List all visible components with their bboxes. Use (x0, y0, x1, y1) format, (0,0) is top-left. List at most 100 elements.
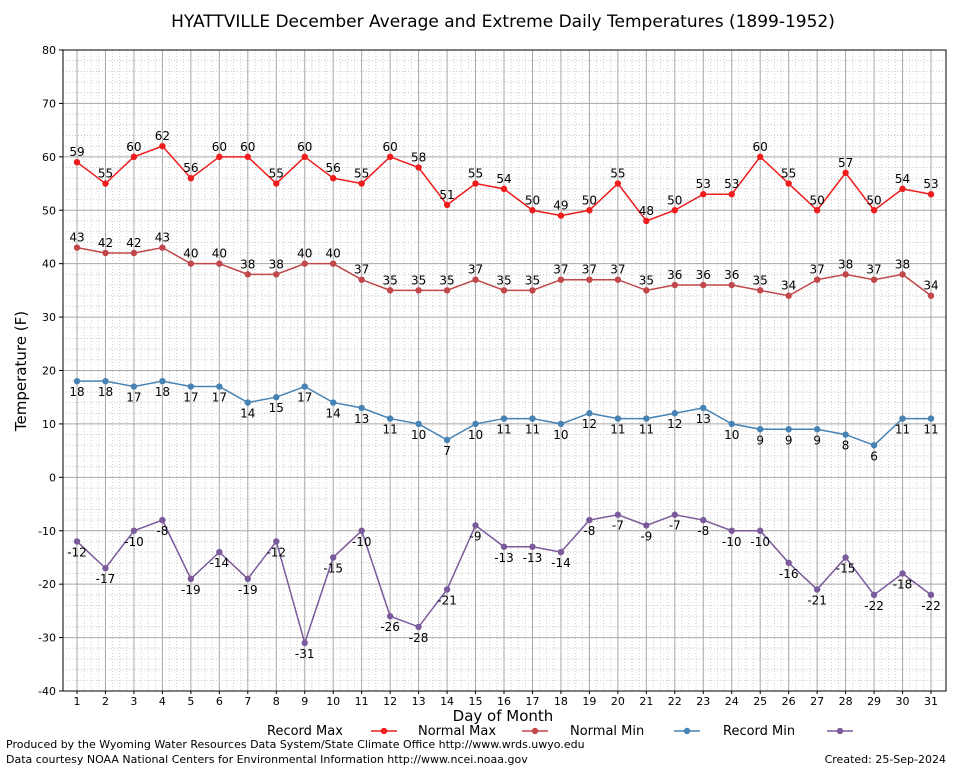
normal-min-point (386, 415, 394, 422)
normal-max-data-label: 37 (553, 263, 568, 277)
record-max-point (472, 180, 479, 187)
x-tick-label: 23 (696, 695, 710, 708)
y-axis-label: Temperature (F) (12, 311, 30, 432)
record-min-data-label: -10 (124, 535, 144, 549)
normal-min-data-label: 10 (724, 428, 739, 442)
normal-min-data-label: 6 (870, 449, 878, 463)
record-max-data-label: 62 (155, 129, 170, 143)
normal-min-point (130, 383, 138, 390)
record-max-data-label: 60 (753, 140, 768, 154)
normal-min-data-label: 9 (813, 433, 821, 447)
record-min-data-label: -13 (523, 551, 543, 565)
record-min-data-label: -19 (238, 583, 258, 597)
record-min-data-label: -8 (156, 524, 168, 538)
normal-max-point (187, 260, 195, 267)
record-max-point (700, 191, 707, 198)
record-max-point (415, 164, 422, 171)
x-tick-label: 24 (725, 695, 739, 708)
normal-min-point (358, 404, 365, 412)
x-tick-label: 22 (668, 695, 682, 708)
normal-max-point (870, 276, 878, 283)
normal-max-data-label: 35 (753, 273, 768, 287)
normal-max-point (700, 281, 707, 289)
x-tick-label: 20 (611, 695, 625, 708)
normal-min-data-label: 10 (553, 428, 568, 442)
normal-min-data-label: 17 (183, 391, 198, 405)
x-tick-label: 28 (839, 695, 853, 708)
normal-max-point (358, 276, 365, 283)
normal-min-data-label: 15 (269, 401, 284, 415)
legend-label-record-min: Record Min (723, 724, 795, 739)
record-max-point (899, 185, 906, 193)
normal-min-point (785, 426, 792, 433)
record-max-data-label: 56 (326, 161, 341, 175)
normal-max-data-label: 38 (895, 257, 910, 271)
normal-min-point (643, 415, 650, 422)
record-max-data-label: 50 (866, 193, 881, 207)
record-min-data-label: -8 (697, 524, 709, 538)
legend: Record Max Normal Max Normal Min Record Min (267, 724, 853, 739)
normal-min-point (757, 426, 764, 433)
y-tick-label: 0 (49, 471, 56, 484)
normal-max-point (273, 271, 280, 278)
normal-min-point (728, 420, 735, 428)
y-tick-label: 10 (42, 418, 56, 431)
footer-data-courtesy: Data courtesy NOAA National Centers for … (6, 753, 528, 766)
record-min-data-label: -14 (551, 556, 571, 570)
normal-max-data-label: 38 (269, 257, 284, 271)
normal-min-point (870, 442, 878, 449)
normal-max-point (244, 271, 251, 278)
record-min-data-label: -22 (921, 599, 941, 613)
record-max-point (671, 207, 678, 214)
record-max-data-label: 54 (895, 172, 910, 186)
record-min-point (785, 559, 792, 566)
normal-min-data-label: 17 (212, 391, 227, 405)
normal-min-point (330, 399, 337, 406)
record-min-data-label: -21 (807, 594, 827, 608)
record-min-point (899, 570, 906, 577)
normal-max-data-label: 37 (582, 263, 597, 277)
normal-min-data-label: 9 (756, 433, 764, 447)
record-max-data-label: 60 (382, 140, 397, 154)
record-max-point (443, 201, 451, 209)
normal-min-point (443, 436, 451, 444)
record-min-data-label: -28 (409, 631, 429, 645)
normal-min-data-label: 12 (582, 417, 597, 431)
x-tick-label: 29 (867, 695, 881, 708)
normal-max-data-label: 37 (354, 263, 369, 277)
normal-max-point (500, 287, 508, 294)
record-max-point (557, 212, 565, 219)
normal-min-point (614, 415, 622, 422)
normal-max-point (443, 287, 451, 294)
record-max-point (870, 207, 878, 214)
y-tick-label: 60 (42, 151, 56, 164)
record-min-data-label: -10 (352, 535, 372, 549)
record-max-point (273, 180, 280, 187)
normal-max-data-label: 37 (866, 263, 881, 277)
record-min-point (728, 527, 735, 534)
normal-min-data-label: 8 (842, 439, 850, 453)
record-min-point (244, 575, 251, 583)
normal-max-point (842, 271, 849, 278)
normal-min-point (415, 420, 422, 428)
normal-min-point (216, 383, 223, 390)
normal-max-data-label: 37 (610, 263, 625, 277)
legend-marker-normal-max (531, 727, 539, 735)
normal-max-point (899, 271, 906, 278)
record-min-data-label: -15 (323, 561, 343, 575)
legend-label-record-max: Record Max (267, 724, 343, 739)
normal-max-data-label: 43 (155, 231, 170, 245)
normal-max-point (415, 287, 422, 294)
x-tick-label: 12 (383, 695, 397, 708)
record-min-data-label: -8 (583, 524, 595, 538)
normal-max-point (73, 244, 81, 251)
record-max-point (244, 153, 251, 161)
record-min-point (500, 543, 508, 550)
normal-max-data-label: 35 (382, 273, 397, 287)
normal-min-point (899, 415, 906, 422)
record-max-point (187, 175, 195, 182)
record-min-point (643, 522, 650, 529)
record-max-data-label: 49 (553, 199, 568, 213)
normal-max-point (386, 287, 394, 294)
